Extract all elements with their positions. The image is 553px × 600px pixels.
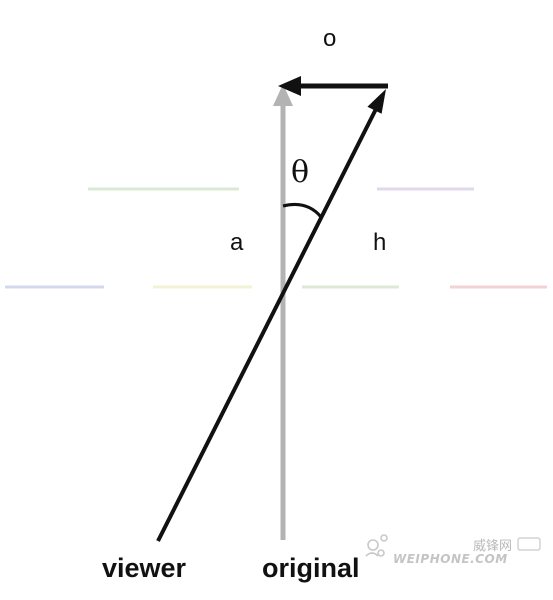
- label-opposite: o: [323, 25, 336, 52]
- label-hypotenuse: h: [373, 229, 386, 256]
- viewer-arrow: [156, 89, 386, 542]
- watermark-badge-icon: [517, 537, 541, 551]
- watermark-cn-text: 威锋网: [473, 539, 512, 554]
- watermark: 威锋网 WEIPHONE.COM: [365, 534, 541, 566]
- label-original: original: [262, 553, 360, 583]
- original-arrowhead: [273, 84, 293, 106]
- watermark-logo-icon: [365, 534, 388, 557]
- theta-angle-arc: [282, 202, 323, 218]
- opposite-arrowhead: [278, 76, 301, 96]
- original-arrow: [273, 84, 293, 540]
- viewer-arrowhead: [367, 89, 386, 114]
- label-viewer: viewer: [102, 553, 187, 583]
- label-adjacent: a: [230, 229, 244, 256]
- opposite-arrow: [278, 76, 388, 96]
- watermark-en-text: WEIPHONE.COM: [393, 552, 508, 566]
- label-theta: θ: [291, 155, 309, 190]
